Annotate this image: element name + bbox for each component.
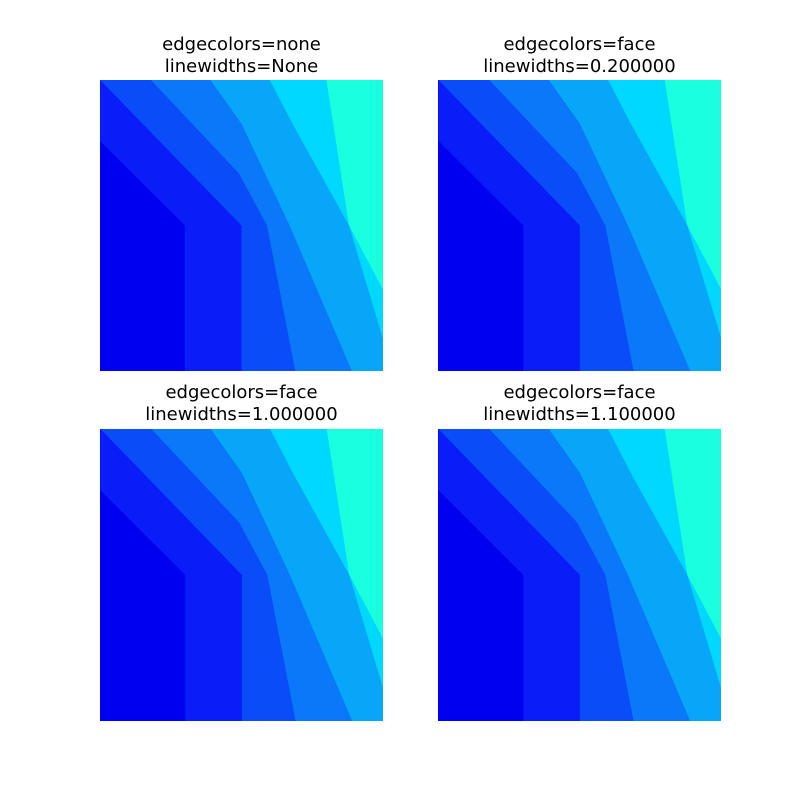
- contour-plot: [438, 80, 721, 371]
- title-line-2: linewidths=None: [164, 56, 319, 77]
- title-line-2: linewidths=1.000000: [145, 404, 338, 425]
- title-line-2: linewidths=1.100000: [483, 404, 676, 425]
- subplot-3: edgecolors=face linewidths=1.000000: [100, 382, 383, 721]
- contour-plot: [100, 80, 383, 371]
- subplot-title: edgecolors=none linewidths=None: [100, 34, 383, 78]
- subplot-1: edgecolors=none linewidths=None: [100, 34, 383, 371]
- title-line-1: edgecolors=face: [503, 34, 656, 55]
- contour-plot: [100, 429, 383, 721]
- title-line-1: edgecolors=face: [165, 382, 318, 403]
- contour-band-0: [438, 429, 524, 721]
- title-line-1: edgecolors=face: [503, 382, 656, 403]
- contour-band-0: [438, 80, 524, 371]
- title-line-1: edgecolors=none: [162, 34, 321, 55]
- subplot-2: edgecolors=face linewidths=0.200000: [438, 34, 721, 371]
- subplot-title: edgecolors=face linewidths=0.200000: [438, 34, 721, 78]
- contour-band-0: [100, 80, 185, 371]
- subplot-title: edgecolors=face linewidths=1.000000: [100, 382, 383, 426]
- contour-band-0: [100, 429, 186, 721]
- title-line-2: linewidths=0.200000: [483, 56, 676, 77]
- subplot-title: edgecolors=face linewidths=1.100000: [438, 382, 721, 426]
- subplot-4: edgecolors=face linewidths=1.100000: [438, 382, 721, 721]
- contour-plot: [438, 429, 721, 721]
